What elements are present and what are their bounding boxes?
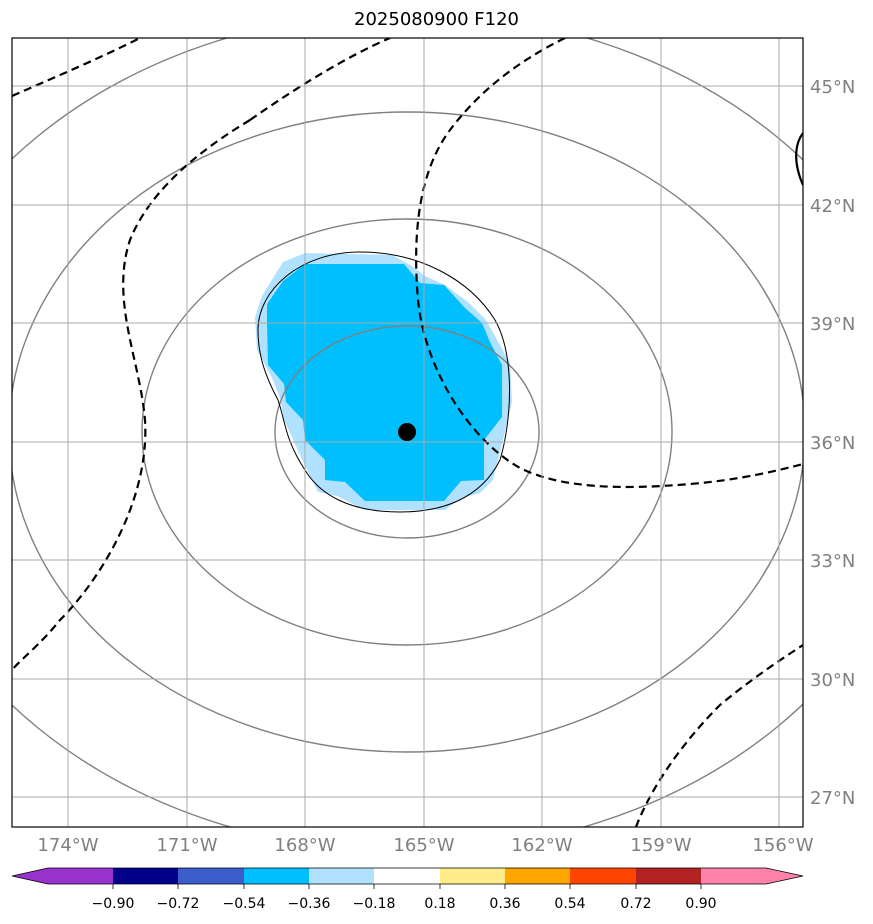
colorbar-segment [570,868,636,884]
gray-isolines [12,38,803,827]
dashed-contours [12,38,803,827]
colorbar-tick-label: −0.90 [92,896,135,912]
plot-frame [11,37,804,828]
colorbar-tick-label: −0.18 [353,896,396,912]
colorbar-segment [440,868,506,884]
colorbar-tick-label: 0.90 [685,896,716,912]
lat-label: 33°N [810,551,855,572]
colorbar-segment [309,868,375,884]
colorbar-tick-label: −0.72 [157,896,200,912]
lon-label: 156°W [752,835,813,856]
colorbar-segment [178,868,244,884]
longitude-labels: 174°W 171°W 168°W 165°W 162°W 159°W 156°… [37,835,813,856]
gridlines [12,38,803,827]
map-title: 2025080900 F120 [354,9,519,30]
colorbar-segment [244,868,310,884]
latitude-labels: 45°N 42°N 39°N 36°N 33°N 30°N 27°N [810,77,855,809]
lat-label: 30°N [810,670,855,691]
lat-label: 39°N [810,314,855,335]
colorbar-tick-label: 0.36 [489,896,520,912]
lon-label: 159°W [630,835,691,856]
colorbar-tick-label: 0.72 [620,896,651,912]
solid-contour [795,132,803,186]
colorbar-tick-label: −0.36 [288,896,331,912]
lat-label: 42°N [810,196,855,217]
colorbar-tick-label: 0.18 [424,896,455,912]
colorbar-segment [374,868,440,884]
colorbar-segment [12,868,48,884]
colorbar-ticks [112,884,702,889]
colorbar-segment [113,868,179,884]
lon-label: 171°W [156,835,217,856]
lat-label: 27°N [810,788,855,809]
colorbar-segment [766,868,803,884]
colorbar-tick-labels: −0.90 −0.72 −0.54 −0.36 −0.18 0.18 0.36 … [92,896,717,912]
center-marker [398,423,416,441]
colorbar-segment [701,868,767,884]
lon-label: 174°W [37,835,98,856]
lat-label: 36°N [810,433,855,454]
colorbar-segment [48,868,114,884]
map-plot-area [12,38,803,827]
lon-label: 162°W [511,835,572,856]
colorbar-tick-label: 0.54 [554,896,585,912]
lon-label: 168°W [274,835,335,856]
lat-label: 45°N [810,77,855,98]
colorbar-frame [11,867,804,885]
colorbar-tick-label: −0.54 [223,896,266,912]
colorbar: −0.90 −0.72 −0.54 −0.36 −0.18 0.18 0.36 … [11,867,804,912]
lon-label: 165°W [393,835,454,856]
colorbar-segment [636,868,702,884]
feature-outline [257,251,510,513]
colorbar-segment [505,868,571,884]
